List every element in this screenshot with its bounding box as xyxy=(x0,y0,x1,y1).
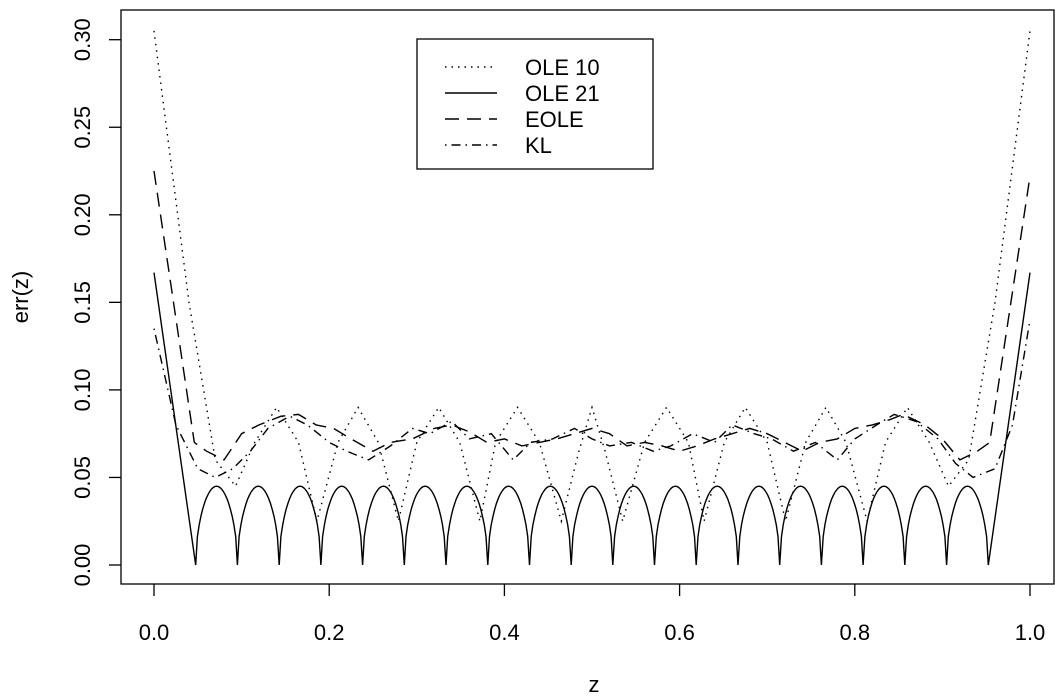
x-tick-label: 0.2 xyxy=(314,620,345,645)
series-line-ole-21 xyxy=(153,272,1031,566)
y-tick-label: 0.20 xyxy=(70,193,95,236)
x-tick-label: 0.4 xyxy=(489,620,520,645)
x-tick-label: 0.8 xyxy=(840,620,871,645)
y-tick-label: 0.10 xyxy=(70,368,95,411)
series-line-eole xyxy=(153,170,1031,461)
legend-label: KL xyxy=(525,133,552,158)
legend-label: OLE 21 xyxy=(525,81,600,106)
series-line-kl xyxy=(153,319,1031,479)
y-tick-label: 0.30 xyxy=(70,18,95,61)
legend-label: OLE 10 xyxy=(525,55,600,80)
x-tick-label: 0.6 xyxy=(664,620,695,645)
x-axis-label: z xyxy=(589,672,600,697)
x-tick-label: 0.0 xyxy=(139,620,170,645)
y-tick-label: 0.05 xyxy=(70,456,95,499)
y-tick-label: 0.15 xyxy=(70,281,95,324)
x-tick-label: 1.0 xyxy=(1015,620,1046,645)
y-axis: 0.00 0.05 0.10 0.15 0.20 0.25 0.30 xyxy=(70,18,121,586)
y-tick-label: 0.25 xyxy=(70,106,95,149)
legend-label: EOLE xyxy=(525,107,584,132)
series-layer xyxy=(153,30,1031,566)
y-axis-label: err(z) xyxy=(8,271,33,324)
y-tick-label: 0.00 xyxy=(70,544,95,587)
plot-frame xyxy=(120,9,1055,585)
x-axis: 0.0 0.2 0.4 0.6 0.8 1.0 xyxy=(139,584,1046,645)
legend-box xyxy=(416,38,654,170)
